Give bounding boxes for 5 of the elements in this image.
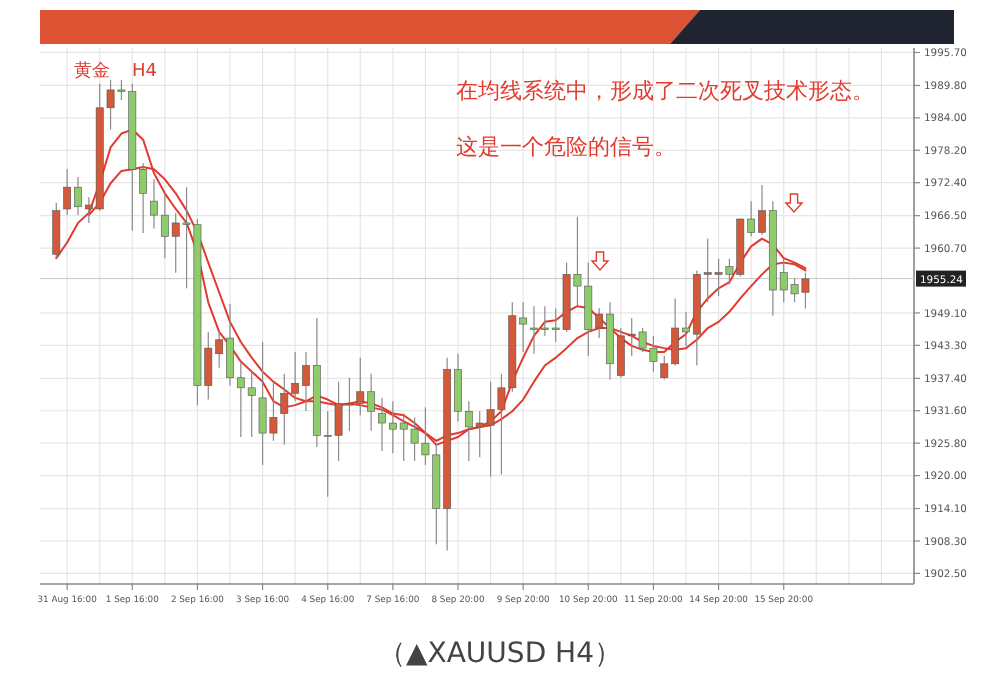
text: （▲XAUUSD H4） <box>378 638 622 670</box>
annotation: 在均线系统中，形成了二次死叉技术形态。 <box>456 78 874 104</box>
text: H4 <box>132 62 158 82</box>
text: 黄金 <box>74 60 110 82</box>
annotation: 这是一个危险的信号。 <box>456 134 676 160</box>
